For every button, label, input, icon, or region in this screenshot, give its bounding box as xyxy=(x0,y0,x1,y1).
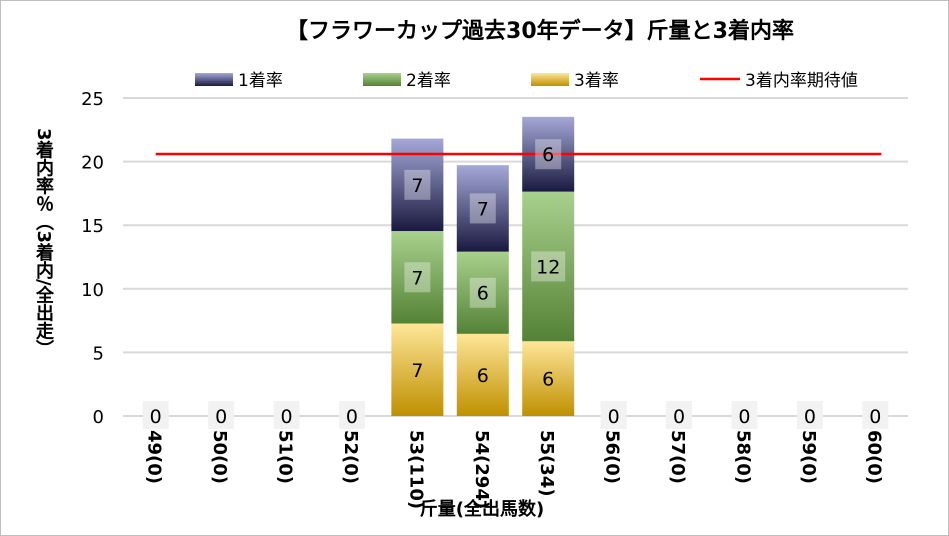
x-tick-label: 54(294) xyxy=(471,430,492,509)
data-label: 6 xyxy=(477,365,489,387)
x-tick-label: 59(0) xyxy=(798,430,819,484)
bars xyxy=(155,116,882,416)
legend-swatch xyxy=(531,73,569,86)
data-label: 0 xyxy=(608,406,620,428)
data-label: 0 xyxy=(346,406,358,428)
data-label: 7 xyxy=(411,175,423,197)
data-label-box xyxy=(338,401,365,429)
data-label-box xyxy=(535,139,562,170)
x-tick-label: 58(0) xyxy=(732,430,753,484)
data-label-box xyxy=(404,262,431,293)
data-label: 7 xyxy=(477,198,489,220)
tick-labels: 0 5 10 15 20 25 49(0) 50(0) 51(0) 52(0) 53(110) 54(… xyxy=(81,89,884,509)
bar-segment xyxy=(391,231,444,324)
x-tick-label: 53(110) xyxy=(405,430,426,509)
x-tick-label: 55(34) xyxy=(536,430,557,497)
x-tick-label: 52(0) xyxy=(340,430,361,484)
x-tick-label: 51(0) xyxy=(275,430,296,484)
data-label-box xyxy=(469,193,496,224)
legend-label: 3着率 xyxy=(574,71,619,91)
data-label: 6 xyxy=(542,144,554,166)
data-label: 0 xyxy=(804,406,816,428)
legend-label: 3着内率期待値 xyxy=(745,71,858,91)
data-label: 12 xyxy=(536,256,560,278)
x-tick-label: 56(0) xyxy=(602,430,623,484)
legend-swatch xyxy=(363,73,401,86)
data-label-box xyxy=(142,401,169,429)
bar-segment xyxy=(522,191,575,342)
data-label: 7 xyxy=(411,267,423,289)
bar-segment xyxy=(391,323,444,416)
data-label: 6 xyxy=(542,369,554,391)
data-label-box xyxy=(531,251,566,282)
legend: 1着率 2着率 3着率 3着内率期待値 xyxy=(195,71,858,91)
bar-segment xyxy=(456,333,509,416)
bar-segment xyxy=(522,341,575,416)
data-label: 6 xyxy=(477,283,489,305)
data-label-box xyxy=(273,401,300,429)
data-label-box xyxy=(208,401,235,429)
data-label: 0 xyxy=(869,406,881,428)
x-tick-label: 49(0) xyxy=(144,430,165,484)
data-label: 7 xyxy=(411,360,423,382)
data-label: 0 xyxy=(280,406,292,428)
legend-swatch xyxy=(195,73,233,86)
y-tick-label: 5 xyxy=(93,343,104,364)
gridlines xyxy=(123,97,908,417)
y-tick-label: 10 xyxy=(81,280,104,301)
chart-title: 【フラワーカップ過去30年データ】斤量と3着内率 xyxy=(286,18,794,44)
data-label: 0 xyxy=(215,406,227,428)
x-axis-label: 斤量(全出馬数) xyxy=(420,498,544,520)
y-tick-label: 15 xyxy=(81,216,104,237)
data-label-box xyxy=(469,277,496,308)
data-label-box xyxy=(600,401,627,429)
data-label-box xyxy=(862,401,889,429)
data-label-box xyxy=(404,169,431,200)
data-label-box xyxy=(731,401,758,429)
y-tick-label: 20 xyxy=(81,153,104,174)
data-label-box xyxy=(666,401,693,429)
legend-label: 2着率 xyxy=(406,71,451,91)
x-tick-label: 50(0) xyxy=(209,430,230,484)
data-label: 0 xyxy=(673,406,685,428)
y-tick-label: 0 xyxy=(93,407,104,428)
y-axis-label: 3着内率％（3着内/全出走） xyxy=(33,128,54,358)
legend-label: 1着率 xyxy=(238,71,283,91)
bar-segment xyxy=(456,251,509,334)
data-label-box xyxy=(796,401,823,429)
data-labels: 0 0 0 0 7 7 7 6 6 7 6 12 6 0 0 0 0 0 xyxy=(142,139,889,429)
data-label: 0 xyxy=(738,406,750,428)
x-tick-label: 60(0) xyxy=(863,430,884,484)
x-tick-label: 57(0) xyxy=(667,430,688,484)
bar-segment xyxy=(456,165,509,252)
data-label: 0 xyxy=(150,406,162,428)
y-tick-label: 25 xyxy=(81,89,104,110)
